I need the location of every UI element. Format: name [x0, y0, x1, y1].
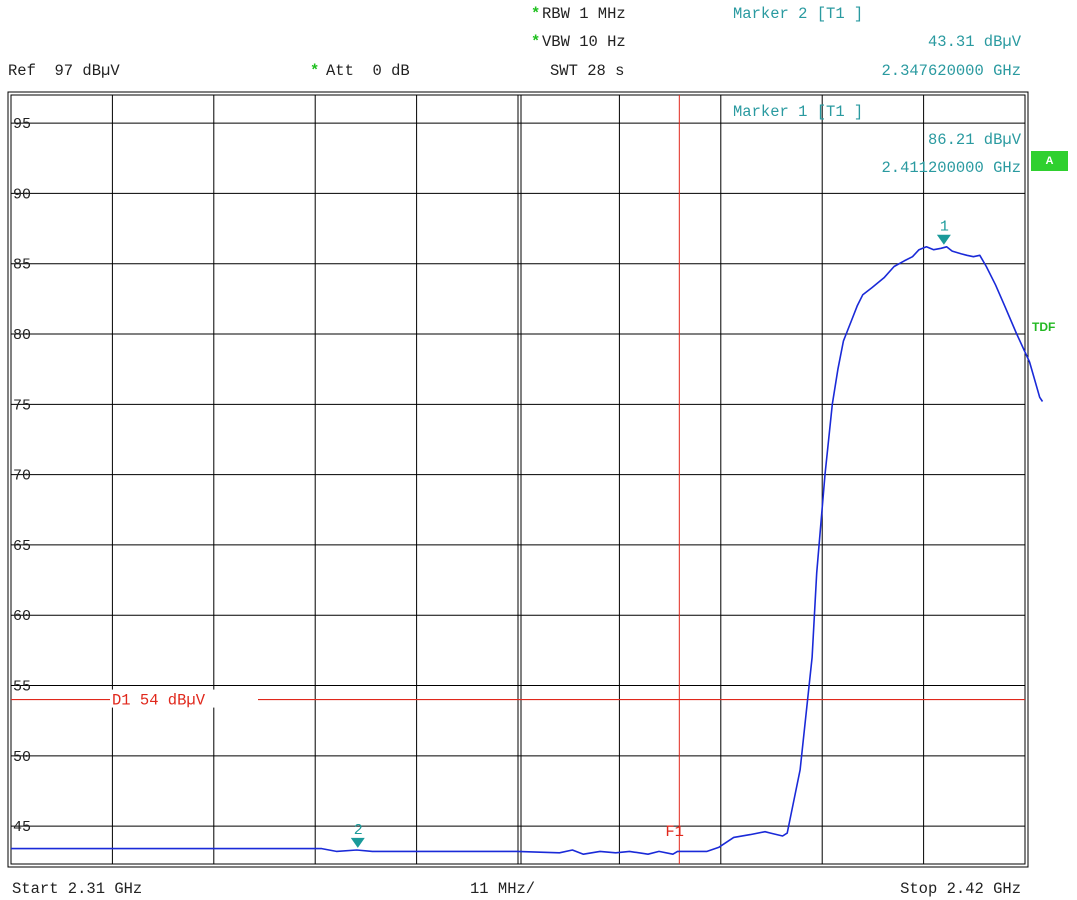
marker1-level: 86.21 dBµV: [927, 131, 1021, 149]
y-tick-label: 50: [13, 749, 31, 766]
vbw-star: *: [531, 33, 541, 51]
marker-1-label: 1: [940, 219, 949, 236]
y-tick-label: 45: [13, 819, 31, 836]
y-tick-label: 90: [13, 186, 31, 203]
y-tick-label: 85: [13, 257, 31, 274]
trace-1-line: [11, 246, 1044, 856]
marker-group: 12: [350, 219, 951, 848]
frequency-line-label: F1: [665, 823, 684, 841]
marker1-title: Marker 1 [T1 ]: [733, 103, 864, 121]
stop-frequency-label: Stop 2.42 GHz: [900, 880, 1021, 898]
start-frequency-label: Start 2.31 GHz: [12, 880, 143, 898]
y-tick-label: 80: [13, 327, 31, 344]
trace-group: [11, 246, 1044, 856]
marker-1-triangle: [936, 234, 951, 245]
rbw-label: RBW 1 MHz: [542, 5, 626, 23]
vbw-label: VBW 10 Hz: [542, 33, 626, 51]
y-tick-label: 75: [13, 397, 31, 414]
marker2-level: 43.31 dBµV: [927, 33, 1021, 51]
plot-outer-frame: [7, 91, 1029, 868]
y-tick-label: 60: [13, 608, 31, 625]
grid-group: 95 90 85 80 75 70 65 60 55 50 45: [11, 95, 1025, 864]
marker2-frequency: 2.347620000 GHz: [881, 62, 1021, 80]
y-tick-label: 65: [13, 538, 31, 555]
trace-a-badge: A: [1031, 151, 1068, 171]
y-tick-label: 95: [13, 116, 31, 133]
att-star: *: [310, 62, 320, 80]
sweep-time-label: SWT 28 s: [550, 62, 625, 80]
display-line-label: D1 54 dBµV: [112, 692, 206, 710]
marker-2-triangle: [350, 837, 365, 848]
span-per-division-label: 11 MHz/: [470, 880, 536, 898]
tdf-label: TDF: [1032, 320, 1056, 334]
y-tick-label: 70: [13, 468, 31, 485]
display-line-label-bg: [110, 689, 258, 708]
marker-2-label: 2: [354, 822, 363, 839]
attenuation-label: Att 0 dB: [326, 62, 410, 80]
y-tick-label: 55: [13, 679, 31, 696]
overlay-group: D1 54 dBµV F1: [11, 95, 1025, 864]
rbw-star: *: [531, 5, 541, 23]
marker2-title: Marker 2 [T1 ]: [733, 5, 864, 23]
reference-level-label: Ref 97 dBµV: [8, 62, 120, 80]
marker1-frequency: 2.411200000 GHz: [881, 159, 1021, 177]
